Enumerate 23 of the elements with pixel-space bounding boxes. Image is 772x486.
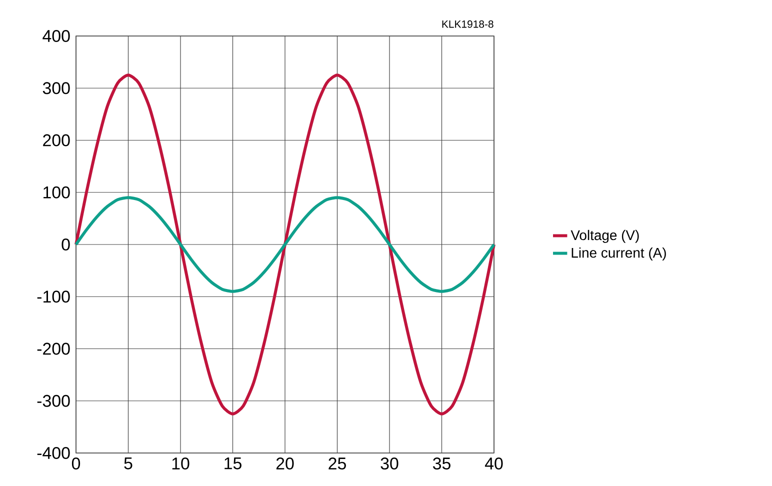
x-tick-label: 15 <box>224 458 242 470</box>
x-tick-label: 30 <box>380 458 398 470</box>
x-tick-label: 35 <box>432 458 450 470</box>
y-tick-label: 100 <box>44 186 70 198</box>
y-tick-label: -100 <box>37 290 70 303</box>
x-tick-label: 25 <box>328 458 346 470</box>
x-tick-label: 5 <box>124 458 132 470</box>
y-tick-label: -400 <box>37 447 70 459</box>
y-tick-label: -200 <box>37 342 70 355</box>
y-tick-label: 0 <box>62 238 70 251</box>
legend-label: Line current (A) <box>572 247 666 260</box>
x-tick-label: 10 <box>172 458 190 470</box>
y-tick-label: 200 <box>43 134 70 146</box>
line-series <box>74 196 496 293</box>
line-series <box>74 74 496 416</box>
legend-label: Voltage (V) <box>570 230 639 243</box>
y-tick-label: 400 <box>42 30 70 42</box>
x-tick-label: 20 <box>276 458 294 470</box>
x-tick-label: 40 <box>484 458 503 470</box>
y-tick-label: 300 <box>42 82 70 94</box>
x-tick-label: 0 <box>72 458 80 470</box>
text: KLK1918-8 <box>442 20 494 28</box>
y-tick-label: -300 <box>37 394 70 407</box>
